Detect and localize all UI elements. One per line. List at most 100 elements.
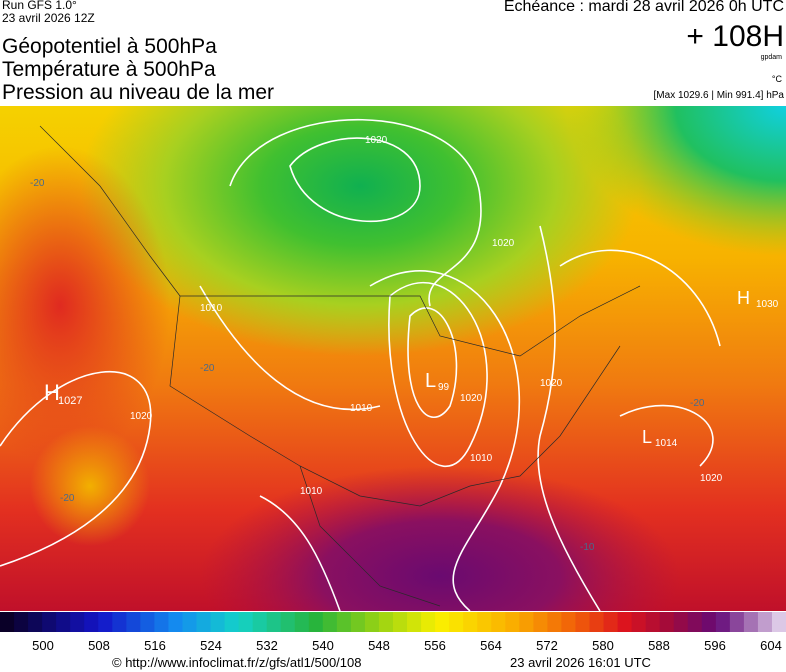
colorbar-swatch (449, 612, 464, 632)
colorbar-swatch (645, 612, 661, 632)
generated-time: 23 avril 2026 16:01 UTC (510, 655, 651, 670)
colorbar-swatch (196, 612, 212, 632)
echeance: Echéance : mardi 28 avril 2026 0h UTC (503, 0, 784, 15)
unit-geo: gpdam (760, 54, 782, 61)
cold-area-ne (566, 106, 786, 256)
map-label: 1020 (492, 238, 515, 249)
high-geopotential-area (200, 466, 680, 611)
colorbar-swatch (463, 612, 478, 632)
colorbar-swatch (280, 612, 296, 632)
colorbar-swatch (589, 612, 605, 632)
colorbar-swatch (112, 612, 127, 632)
colorbar-swatch (575, 612, 590, 632)
colorbar-tick-label: 588 (648, 638, 670, 653)
colorbar-swatch (715, 612, 731, 632)
colorbar-swatch (322, 612, 338, 632)
map-label: 1020 (460, 393, 483, 404)
colorbar-swatch (631, 612, 647, 632)
colorbar-swatch (14, 612, 29, 632)
colorbar-swatch (56, 612, 71, 632)
ridge-area (30, 426, 150, 546)
map-label: 1020 (365, 135, 388, 146)
pressure-range: [Max 1029.6 | Min 991.4] hPa (653, 90, 784, 101)
colorbar-swatch (126, 612, 141, 632)
colorbar-tick-label: 548 (368, 638, 390, 653)
colorbar-swatch (547, 612, 562, 632)
colorbar-tick-label: 524 (200, 638, 222, 653)
colorbar-swatch (505, 612, 520, 632)
title-1: Géopotentiel à 500hPa (2, 35, 217, 58)
colorbar-swatch (659, 612, 675, 632)
colorbar-tick-label: 508 (88, 638, 110, 653)
colorbar-swatch (42, 612, 57, 632)
map-label: H (44, 380, 60, 405)
title-3: Pression au niveau de la mer (2, 81, 274, 104)
colorbar-swatch (364, 612, 380, 632)
map-label: 1020 (130, 411, 153, 422)
colorbar-swatch (757, 612, 773, 632)
colorbar-swatch (687, 612, 703, 632)
colorbar-swatch (238, 612, 254, 632)
colorbar-swatch (491, 612, 506, 632)
colorbar-swatch (603, 612, 619, 632)
colorbar-swatch (421, 612, 436, 632)
map-label: 1010 (470, 453, 493, 464)
colorbar-swatch (743, 612, 759, 632)
map-label: 1020 (540, 378, 563, 389)
source-url: © http://www.infoclimat.fr/z/gfs/atl1/50… (112, 655, 362, 670)
map-label: -10 (580, 542, 595, 553)
map-label: 1010 (200, 303, 223, 314)
colorbar-tick-label: 500 (32, 638, 54, 653)
warm-area-w (0, 146, 170, 466)
map-label: 1030 (756, 299, 779, 310)
colorbar-swatch (519, 612, 534, 632)
colorbar-tick-label: 572 (536, 638, 558, 653)
colorbar-swatch (266, 612, 282, 632)
colorbar-swatch (308, 612, 324, 632)
map-label: 1010 (300, 486, 323, 497)
colorbar-tick-label: 540 (312, 638, 334, 653)
colorbar-swatch (294, 612, 310, 632)
colorbar-swatch (561, 612, 576, 632)
colorbar-swatch (224, 612, 240, 632)
low-temperature-area (80, 106, 640, 356)
run-date: 23 avril 2026 12Z (2, 11, 95, 25)
colorbar-swatch (378, 612, 394, 632)
colorbar-swatch (140, 612, 155, 632)
colorbar-swatch (435, 612, 450, 632)
colorbar-swatch (350, 612, 366, 632)
colorbar-tick-label: 596 (704, 638, 726, 653)
map-label: 1027 (58, 395, 82, 407)
map-label: 1014 (655, 438, 678, 449)
colorbar: 500 508 516 524 532 540 548 556 564 572 580 588 596 6… (0, 612, 786, 653)
map-label: L (425, 370, 436, 392)
colorbar-tick-label: 580 (592, 638, 614, 653)
colorbar-swatch (98, 612, 113, 632)
colorbar-tick-label: 564 (480, 638, 502, 653)
title-2: Température à 500hPa (2, 58, 216, 81)
map-label: 1020 (700, 473, 723, 484)
colorbar-swatch (154, 612, 169, 632)
colorbar-swatch (210, 612, 226, 632)
map-label: 1010 (350, 403, 373, 414)
map-label: -20 (60, 493, 75, 504)
colorbar-swatch (673, 612, 689, 632)
colorbar-swatch (252, 612, 268, 632)
run-label: Run GFS 1.0° (2, 0, 77, 12)
colorbar-swatch (182, 612, 197, 632)
colorbar-swatch (771, 612, 786, 632)
colorbar-tick-label: 532 (256, 638, 278, 653)
borders (39, 125, 641, 607)
colorbar-swatch (729, 612, 745, 632)
colorbar-swatch (393, 612, 408, 632)
colorbar-swatch (70, 612, 85, 632)
colorbar-swatch (0, 612, 15, 632)
map-label: -20 (30, 178, 45, 189)
map-label: -20 (690, 398, 705, 409)
lead-time: + 108H (686, 20, 784, 53)
unit-temp: °C (771, 74, 782, 84)
colorbar-swatch (477, 612, 492, 632)
colorbar-swatch (84, 612, 99, 632)
